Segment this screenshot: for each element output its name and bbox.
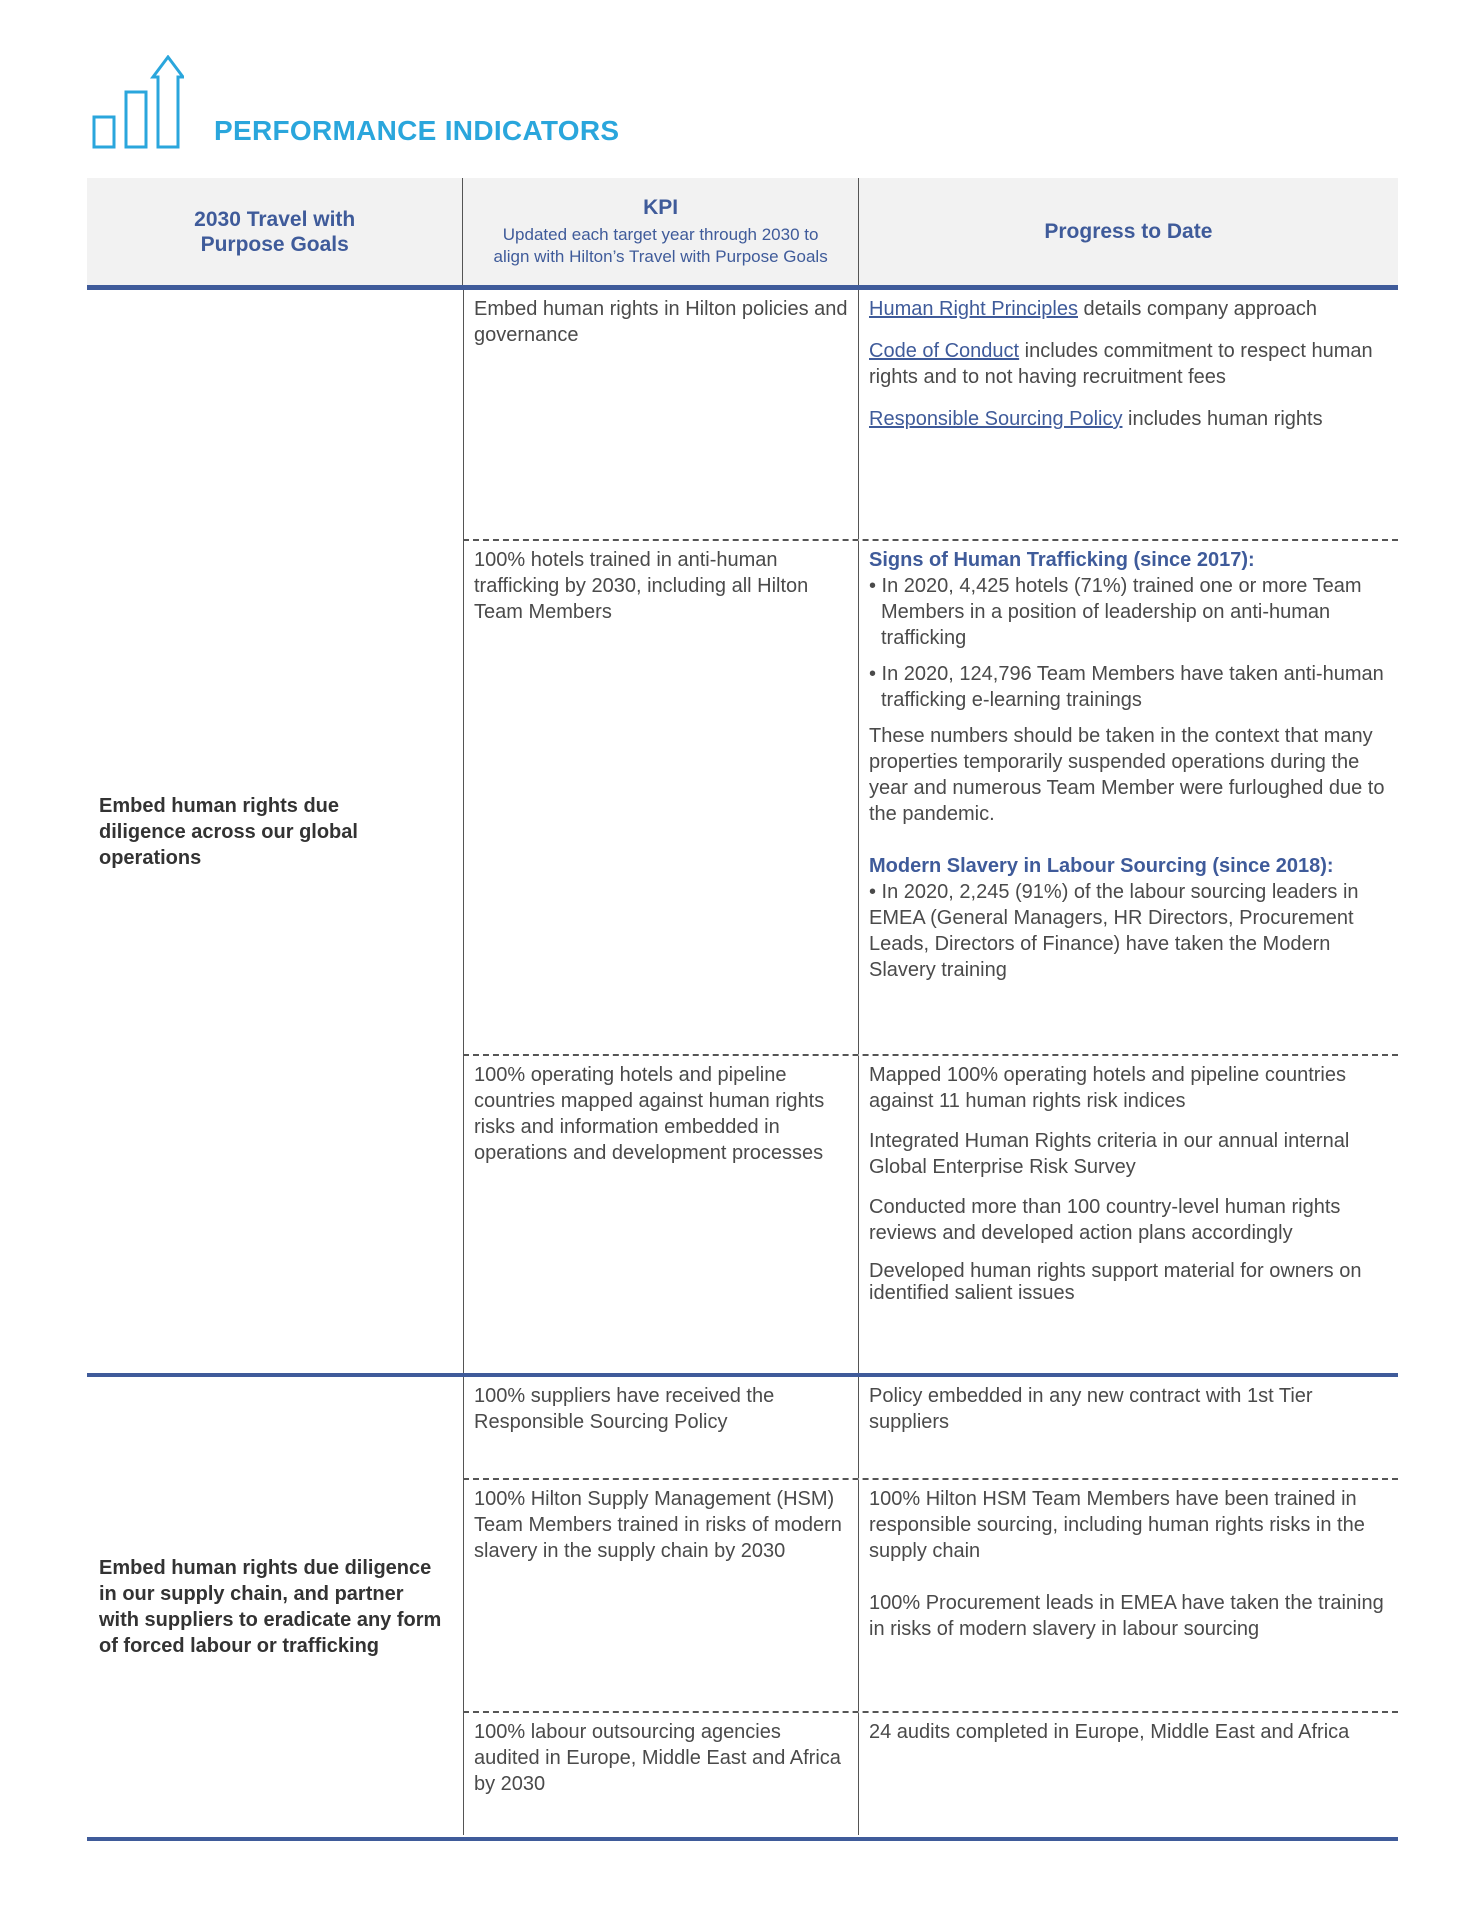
- progress-text: Conducted more than 100 country-level hu…: [869, 1196, 1341, 1244]
- table-header: 2030 Travel with Purpose Goals KPI Update…: [87, 178, 1398, 290]
- column-header-goals: 2030 Travel with Purpose Goals: [194, 207, 356, 256]
- table-row: 100% labour outsourcing agencies audited…: [463, 1711, 1398, 1835]
- progress-cell: Signs of Human Trafficking (since 2017):…: [858, 541, 1398, 1054]
- column-header-kpi-subtitle: Updated each target year through 2030 to…: [493, 225, 828, 266]
- table-row: Embed human rights in Hilton policies an…: [463, 290, 1398, 539]
- goal-group-operations: Embed human rights due diligence across …: [87, 290, 1398, 1373]
- goal-text: Embed human rights due diligence in our …: [99, 1557, 442, 1657]
- progress-cell: Policy embedded in any new contract with…: [858, 1377, 1398, 1478]
- progress-cell: Human Right Principles details company a…: [858, 290, 1398, 539]
- kpi-cell: 100% labour outsourcing agencies audited…: [463, 1713, 858, 1835]
- kpi-cell: Embed human rights in Hilton policies an…: [463, 290, 858, 539]
- table-row: 100% hotels trained in anti-human traffi…: [463, 539, 1398, 1054]
- subheading: Modern Slavery in Labour Sourcing (since…: [869, 855, 1334, 877]
- goal-text: Embed human rights due diligence across …: [99, 794, 358, 869]
- progress-cell: 100% Hilton HSM Team Members have been t…: [858, 1480, 1398, 1711]
- progress-text: Developed human rights support material …: [869, 1260, 1362, 1304]
- progress-text: Mapped 100% operating hotels and pipelin…: [869, 1064, 1347, 1112]
- bullet: • In 2020, 2,245 (91%) of the labour sou…: [869, 881, 1359, 981]
- column-header-kpi: KPI: [643, 196, 679, 219]
- progress-text: includes commitment to respect human rig…: [869, 340, 1373, 388]
- table-row: 100% operating hotels and pipeline count…: [463, 1054, 1398, 1373]
- column-header-progress: Progress to Date: [1044, 220, 1213, 243]
- kpi-cell: 100% suppliers have received the Respons…: [463, 1377, 858, 1478]
- subheading: Signs of Human Trafficking (since 2017):: [869, 549, 1255, 571]
- page-title: PERFORMANCE INDICATORS: [214, 115, 620, 146]
- progress-text: Integrated Human Rights criteria in our …: [869, 1130, 1350, 1178]
- table-row: 100% Hilton Supply Management (HSM) Team…: [463, 1478, 1398, 1711]
- section-header: PERFORMANCE INDICATORS: [92, 55, 619, 149]
- progress-cell: 24 audits completed in Europe, Middle Ea…: [858, 1713, 1398, 1835]
- progress-cell: Mapped 100% operating hotels and pipelin…: [858, 1056, 1398, 1373]
- goal-group-supply-chain: Embed human rights due diligence in our …: [87, 1373, 1398, 1841]
- code-of-conduct-link[interactable]: Code of Conduct: [869, 340, 1020, 362]
- context-note: These numbers should be taken in the con…: [869, 725, 1385, 825]
- table-row: 100% suppliers have received the Respons…: [463, 1377, 1398, 1478]
- bar-chart-growth-icon: [92, 55, 184, 149]
- progress-text: includes human rights: [1122, 408, 1323, 430]
- progress-text: 100% Hilton HSM Team Members have been t…: [869, 1488, 1365, 1562]
- human-right-principles-link[interactable]: Human Right Principles: [869, 298, 1078, 320]
- kpi-cell: 100% operating hotels and pipeline count…: [463, 1056, 858, 1373]
- progress-text: 100% Procurement leads in EMEA have take…: [869, 1592, 1384, 1640]
- progress-text: details company approach: [1077, 298, 1318, 320]
- bullet: • In 2020, 4,425 hotels (71%) trained on…: [869, 575, 1362, 649]
- kpi-cell: 100% hotels trained in anti-human traffi…: [463, 541, 858, 1054]
- performance-table: 2030 Travel with Purpose Goals KPI Update…: [87, 178, 1398, 1841]
- bullet: • In 2020, 124,796 Team Members have tak…: [869, 663, 1384, 711]
- responsible-sourcing-policy-link[interactable]: Responsible Sourcing Policy: [869, 408, 1123, 430]
- kpi-cell: 100% Hilton Supply Management (HSM) Team…: [463, 1480, 858, 1711]
